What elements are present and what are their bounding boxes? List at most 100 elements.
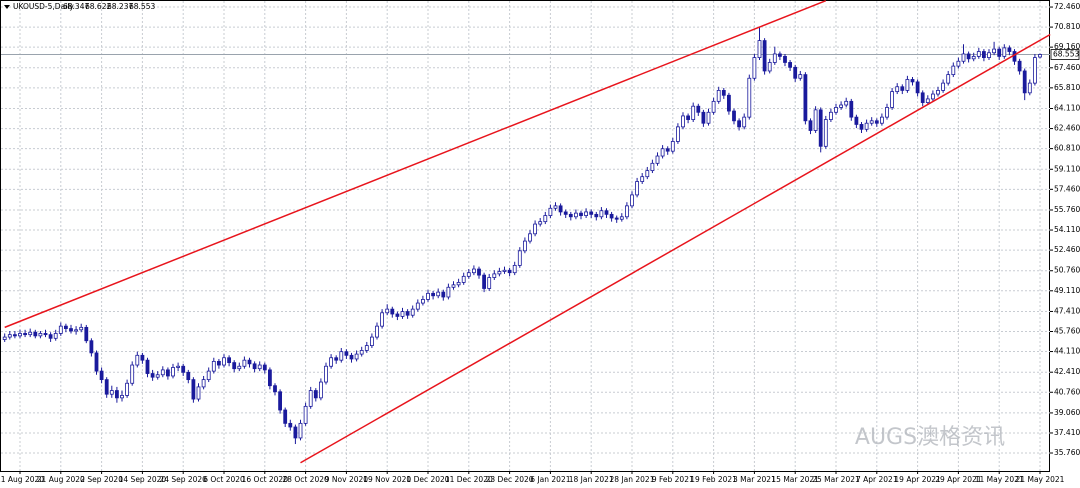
- y-tick-label: 67.460: [1054, 63, 1080, 72]
- candle-body: [910, 79, 915, 83]
- candle-body: [757, 40, 762, 58]
- candle-body: [165, 369, 170, 377]
- x-tick-label: 16 Oct 2020: [242, 475, 289, 484]
- candle-body: [12, 334, 17, 337]
- candle-body: [701, 111, 706, 124]
- candle-body: [461, 275, 466, 283]
- candle-body: [28, 331, 33, 336]
- candle-body: [813, 109, 818, 131]
- candle-body: [273, 385, 277, 393]
- x-tick-label: 28 Oct 2020: [282, 475, 329, 484]
- candle-body: [1017, 60, 1022, 72]
- candle-body: [538, 221, 543, 225]
- candle-body: [788, 62, 792, 68]
- x-tick-label: 24 Sep 2020: [159, 475, 207, 484]
- y-tick-label: 65.810: [1054, 83, 1080, 92]
- candle-body: [798, 74, 803, 79]
- candle-body: [890, 91, 894, 108]
- candle-body: [420, 299, 425, 304]
- candle-body: [456, 282, 461, 286]
- x-tick-label: 9 Nov 2020: [325, 475, 368, 484]
- x-tick-label: 6 Oct 2020: [203, 475, 245, 484]
- candle-body: [375, 325, 379, 338]
- candle-body: [614, 217, 619, 220]
- candle-body: [706, 111, 711, 124]
- x-tick-label: 9 Feb 2021: [652, 475, 694, 484]
- y-tick-label: 35.760: [1054, 448, 1080, 457]
- y-tick-label: 45.760: [1054, 326, 1080, 335]
- candle-body: [895, 86, 900, 93]
- candle-body: [966, 53, 971, 60]
- chart-title: UKOUSD-5,Daily: [13, 2, 74, 11]
- candle-body: [772, 53, 777, 63]
- candle-body: [630, 194, 634, 207]
- candle-body: [395, 313, 400, 317]
- x-tick-label: 11 May 2021: [975, 475, 1024, 484]
- candle-body: [931, 93, 935, 100]
- candle-body: [818, 109, 823, 147]
- candle-body: [53, 333, 58, 339]
- x-tick-label: 15 Mar 2021: [771, 475, 819, 484]
- candle-body: [79, 326, 84, 331]
- candle-body: [313, 390, 318, 399]
- candle-body: [222, 357, 226, 366]
- candle-body: [400, 311, 405, 317]
- candle-body: [104, 379, 109, 395]
- candle-body: [507, 269, 512, 274]
- candle-body: [997, 48, 1002, 57]
- candle-body: [660, 148, 665, 157]
- price-tag: 68.553: [1053, 50, 1079, 59]
- candle-body: [584, 211, 588, 216]
- header-low: 68.237: [107, 2, 133, 11]
- candle-body: [262, 364, 267, 371]
- candle-body: [237, 365, 242, 370]
- candle-body: [982, 51, 986, 58]
- candle-body: [74, 329, 78, 332]
- candle-body: [206, 370, 211, 381]
- x-tick-label: 18 Jan 2021: [569, 475, 614, 484]
- candle-body: [961, 53, 966, 62]
- candle-body: [334, 357, 339, 361]
- candle-body: [925, 98, 930, 103]
- candle-body: [354, 353, 359, 360]
- x-tick-label: 19 Nov 2020: [363, 475, 411, 484]
- candle-body: [681, 115, 685, 128]
- candle-body: [466, 272, 471, 277]
- candle-body: [339, 351, 344, 361]
- y-tick-label: 69.160: [1054, 42, 1080, 51]
- candle-body: [742, 116, 747, 128]
- candle-body: [471, 268, 476, 274]
- y-tick-label: 47.410: [1054, 306, 1080, 315]
- y-tick-label: 42.410: [1054, 367, 1080, 376]
- candle-body: [859, 124, 864, 130]
- candle-body: [115, 390, 119, 399]
- candle-body: [58, 325, 63, 334]
- candle-body: [711, 100, 716, 113]
- candle-body: [477, 268, 481, 276]
- x-tick-label: 21 Aug 2020: [37, 475, 85, 484]
- candle-body: [349, 354, 354, 360]
- candle-body: [574, 212, 578, 218]
- candle-body: [33, 331, 38, 337]
- candle-body: [135, 354, 140, 366]
- candle-body: [752, 57, 757, 79]
- candle-body: [553, 205, 558, 209]
- candle-body: [747, 77, 752, 118]
- candle-body: [196, 386, 201, 400]
- candle-body: [880, 116, 884, 124]
- header-close: 68.553: [129, 2, 155, 11]
- candle-body: [492, 273, 497, 278]
- candle-body: [344, 351, 349, 356]
- y-tick-label: 40.760: [1054, 387, 1080, 396]
- candle-body: [604, 210, 609, 215]
- candle-body: [992, 48, 996, 54]
- menu-icon[interactable]: [4, 5, 10, 9]
- candle-body: [625, 205, 629, 218]
- candle-body: [885, 107, 889, 118]
- candle-body: [89, 340, 94, 354]
- candle-body: [834, 107, 838, 113]
- candle-body: [568, 213, 573, 218]
- candle-body: [130, 364, 135, 384]
- candle-body: [721, 90, 726, 96]
- candle-body: [329, 357, 334, 367]
